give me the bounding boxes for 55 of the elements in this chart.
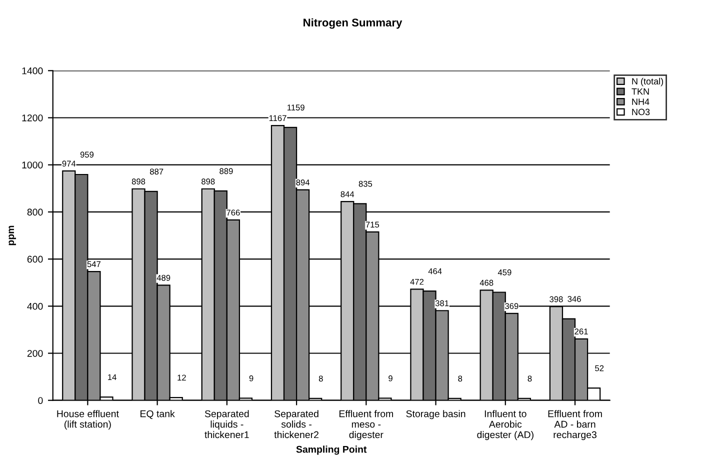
- data-label: 1159: [288, 104, 304, 110]
- legend-label: N (total): [632, 78, 664, 86]
- data-label: 8: [318, 376, 323, 382]
- y-tick-label: 200: [27, 350, 43, 357]
- data-label: 844: [340, 191, 354, 198]
- legend-label: NO3: [632, 108, 650, 116]
- data-label: 8: [458, 376, 462, 382]
- data-label: 369: [505, 303, 518, 310]
- data-label: 9: [249, 375, 254, 382]
- data-label: 489: [156, 274, 170, 281]
- data-label: 898: [132, 178, 146, 184]
- data-label: 398: [550, 296, 563, 302]
- data-label: 12: [178, 374, 186, 381]
- chart-title: Nitrogen Summary: [304, 18, 402, 29]
- y-tick-label: 800: [27, 208, 43, 216]
- x-tick-label: Separated solids - thickener2: [274, 410, 318, 438]
- y-axis-title: ppm: [8, 226, 16, 246]
- y-tick-label: 1400: [22, 67, 43, 74]
- data-label: 889: [220, 168, 233, 174]
- data-label: 547: [87, 261, 100, 268]
- x-tick-label: House effluent (lift station): [57, 410, 119, 430]
- x-tick-label: Effluent from meso - digester: [339, 410, 393, 440]
- data-label: 8: [528, 376, 532, 382]
- data-label: 52: [595, 365, 604, 372]
- data-label: 346: [568, 296, 581, 302]
- legend-label: TKN: [632, 88, 649, 95]
- data-label: 9: [388, 375, 392, 382]
- data-label: 381: [435, 300, 449, 306]
- data-label: 459: [498, 269, 512, 276]
- x-axis-title: Sampling Point: [296, 446, 367, 455]
- data-label: 261: [574, 328, 588, 334]
- data-label: 14: [108, 374, 116, 380]
- data-label: 894: [296, 179, 310, 186]
- data-label: 715: [366, 222, 380, 228]
- data-label: 974: [62, 160, 76, 167]
- y-tick-label: 400: [27, 302, 43, 310]
- x-tick-label: Influent to Aerobic digester (AD): [477, 410, 534, 440]
- y-tick-label: 600: [27, 256, 43, 263]
- x-tick-label: Effluent from AD - barn recharge3: [548, 410, 602, 440]
- data-label: 887: [150, 168, 164, 175]
- data-label: 959: [80, 152, 94, 158]
- data-label: 835: [358, 180, 372, 187]
- legend-label: NH4: [632, 98, 650, 105]
- x-tick-label: EQ tank: [140, 410, 175, 419]
- data-label: 464: [428, 268, 442, 274]
- x-tick-label: Storage basin: [406, 410, 466, 420]
- x-tick-label: Separated liquids - thickener1: [204, 410, 249, 438]
- data-label: 472: [410, 278, 424, 285]
- data-label: 766: [226, 210, 240, 216]
- data-label: 468: [480, 280, 494, 286]
- data-label: 898: [202, 178, 215, 184]
- y-tick-label: 1000: [22, 162, 43, 168]
- y-tick-label: 1200: [22, 114, 43, 122]
- y-tick-label: 0: [38, 397, 43, 404]
- data-label: 1167: [269, 115, 286, 122]
